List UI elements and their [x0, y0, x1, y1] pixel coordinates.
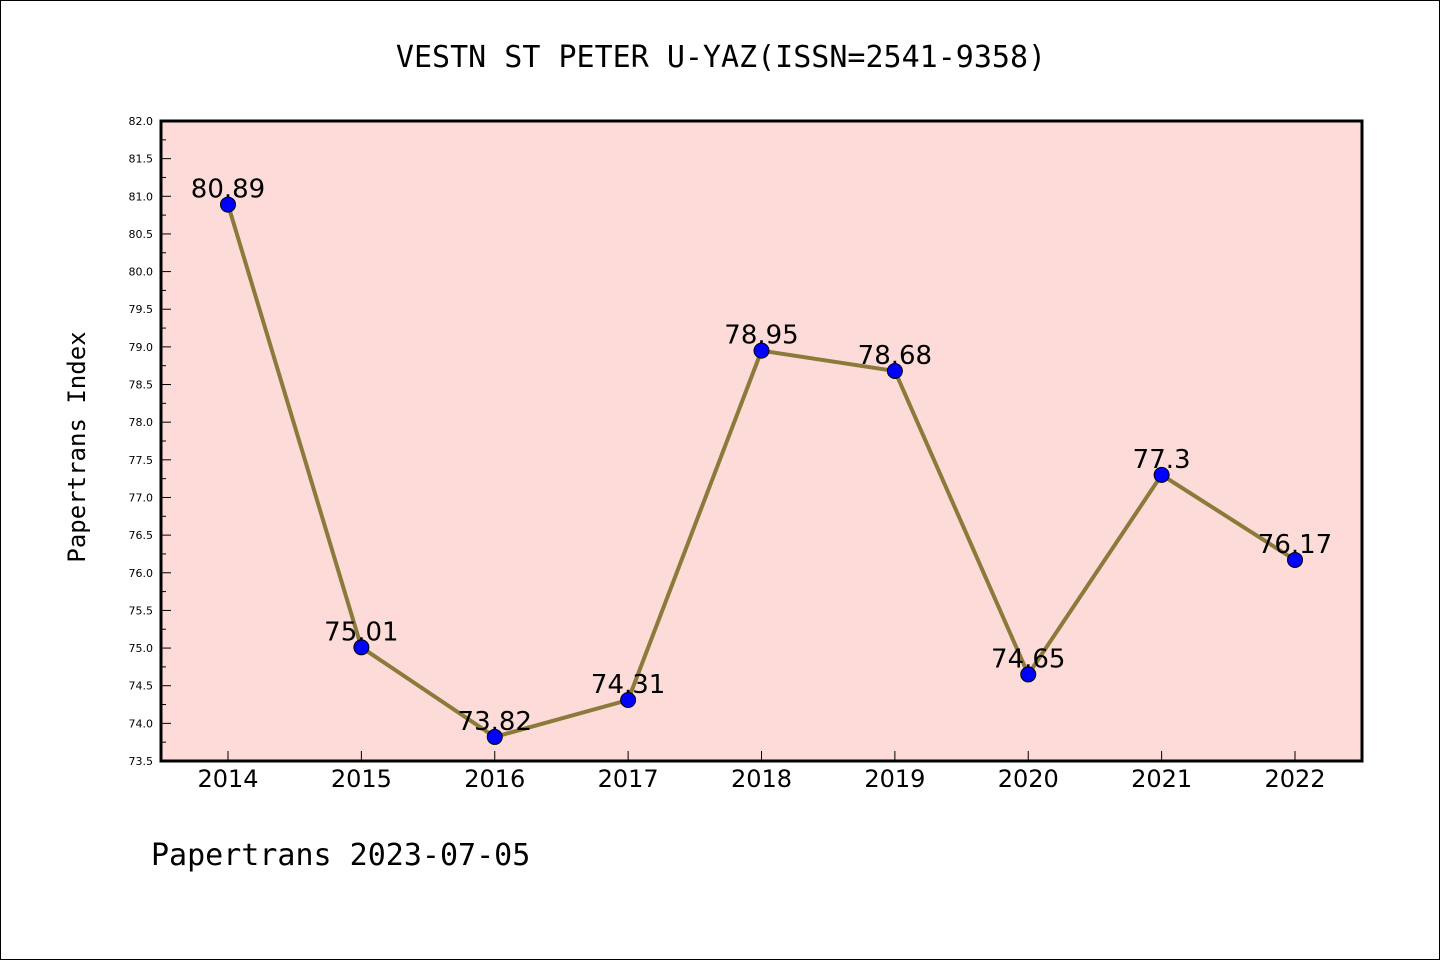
data-point: [886, 362, 903, 379]
data-labels: 80.89 75.01 73.82 74.31 78.95 78.68 74.65 77.3 7…: [191, 175, 1332, 737]
y-axis-ticks: 73.5 74.0 74.5 75.0 75.5 76.0 76.5 77.0 77.5 78.0…: [129, 115, 171, 768]
y-tick-label: 75.5: [129, 604, 154, 617]
data-label: 80.89: [191, 175, 265, 205]
y-tick-label: 77.5: [129, 454, 154, 467]
y-axis-label: Papertrans Index: [63, 331, 91, 562]
data-point: [1287, 551, 1303, 568]
y-tick-label: 80.0: [129, 266, 154, 279]
x-tick-label: 2018: [731, 765, 792, 793]
y-tick-label: 81.5: [129, 153, 154, 166]
y-tick-label: 79.0: [129, 341, 154, 354]
x-tick-label: 2015: [331, 765, 392, 793]
plot-area: [161, 121, 1362, 761]
data-markers: [220, 196, 1303, 745]
data-point: [353, 639, 370, 656]
x-tick-label: 2022: [1264, 765, 1325, 793]
data-label: 77.3: [1133, 445, 1191, 475]
y-tick-label: 82.0: [129, 115, 154, 128]
x-axis-ticks: 2014 2015 2016 2017 2018 2019 2020 2021 2022: [197, 751, 1326, 793]
x-tick-label: 2017: [598, 765, 659, 793]
x-tick-label: 2016: [464, 765, 525, 793]
data-point: [1153, 466, 1170, 483]
chart-title: VESTN ST PETER U-YAZ(ISSN=2541-9358): [396, 40, 1046, 75]
y-tick-label: 74.0: [129, 717, 154, 730]
x-tick-label: 2021: [1131, 765, 1192, 793]
data-label: 73.82: [458, 707, 532, 737]
x-tick-label: 2020: [998, 765, 1059, 793]
data-label: 76.17: [1258, 530, 1332, 560]
y-tick-label: 76.5: [129, 529, 154, 542]
x-tick-label: 2019: [864, 765, 925, 793]
y-tick-label: 78.0: [129, 416, 154, 429]
data-point: [1020, 666, 1037, 683]
y-tick-label: 74.5: [129, 680, 154, 693]
data-label: 78.68: [858, 341, 932, 371]
data-label: 75.01: [324, 617, 398, 647]
plot-border: [159, 119, 1364, 763]
y-tick-label: 81.0: [129, 190, 154, 203]
y-tick-label: 78.5: [129, 379, 154, 392]
data-label: 78.95: [724, 321, 798, 351]
data-label: 74.31: [591, 670, 665, 700]
y-tick-label: 80.5: [129, 228, 154, 241]
y-tick-label: 76.0: [129, 567, 154, 580]
data-point: [220, 196, 236, 213]
y-tick-label: 77.0: [129, 491, 154, 504]
y-tick-label: 73.5: [129, 755, 154, 768]
data-point: [753, 342, 770, 359]
data-label: 74.65: [991, 644, 1065, 674]
footer-text: Papertrans 2023-07-05: [151, 838, 530, 873]
data-point: [486, 728, 503, 745]
y-tick-label: 79.5: [129, 303, 154, 316]
y-tick-label: 75.0: [129, 642, 154, 655]
x-tick-label: 2014: [197, 765, 258, 793]
data-point: [620, 692, 637, 709]
